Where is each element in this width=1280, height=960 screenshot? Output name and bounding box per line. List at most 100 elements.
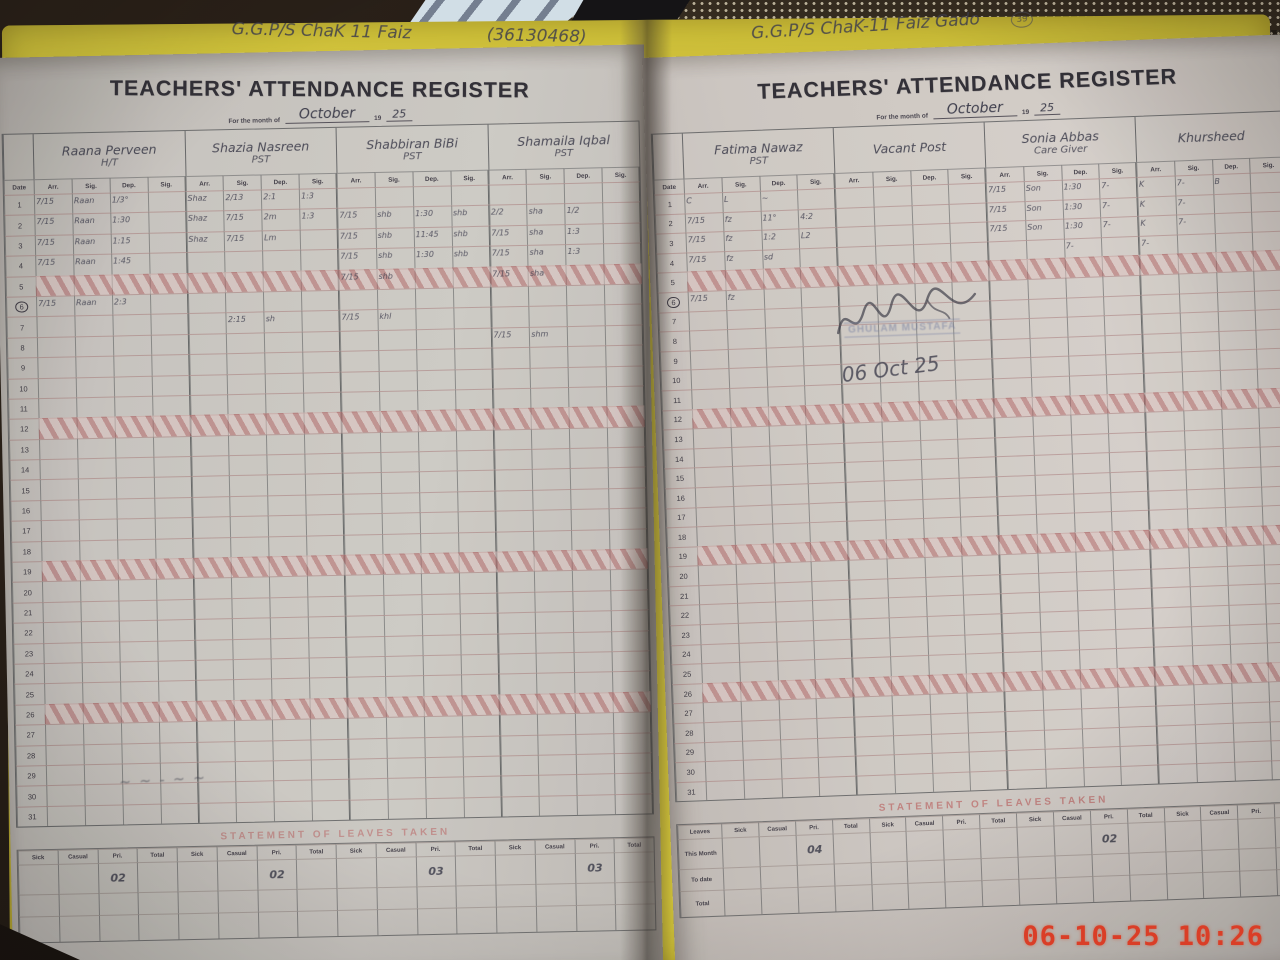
leave-col-label: Pri. bbox=[256, 844, 297, 860]
handwritten-entry: 7/15 bbox=[38, 298, 57, 309]
entry-cell bbox=[457, 510, 496, 533]
handwritten-leave-total: 02 bbox=[110, 871, 126, 885]
entry-cell bbox=[954, 358, 993, 380]
teacher-name-cell: Shazia Nasreen PST bbox=[184, 127, 337, 177]
entry-cell bbox=[38, 397, 77, 419]
entry-cell bbox=[837, 264, 877, 286]
entry-cell bbox=[742, 758, 781, 780]
entry-cell bbox=[997, 494, 1036, 516]
entry-cell bbox=[270, 616, 309, 638]
entry-cell bbox=[884, 498, 923, 520]
date-number: 14 bbox=[20, 465, 30, 475]
date-cell: 20 bbox=[11, 581, 43, 603]
entry-cell bbox=[455, 408, 494, 431]
leave-value-cell bbox=[575, 904, 616, 932]
entry-cell bbox=[1078, 648, 1117, 670]
entry-cell: 7/15 bbox=[33, 193, 73, 215]
date-cell: 25 bbox=[671, 663, 702, 685]
entry-cell bbox=[1231, 701, 1270, 723]
entry-cell: 7- bbox=[1100, 216, 1139, 238]
entry-cell bbox=[1192, 663, 1231, 685]
date-number: 1 bbox=[17, 200, 22, 210]
entry-cell bbox=[1150, 547, 1189, 569]
teacher-name: Khursheed bbox=[1177, 127, 1245, 146]
entry-cell bbox=[856, 774, 895, 796]
handwritten-entry: 11° bbox=[762, 212, 777, 223]
entry-cell bbox=[852, 676, 892, 698]
entry-cell bbox=[300, 269, 339, 291]
entry-cell bbox=[1185, 467, 1224, 489]
entry-cell bbox=[999, 553, 1038, 575]
leave-value-cell bbox=[981, 879, 1020, 907]
entry-cell bbox=[913, 262, 952, 284]
entry-cell bbox=[234, 739, 274, 762]
handwritten-entry: 7/15 bbox=[688, 254, 707, 265]
entry-cell bbox=[804, 383, 843, 405]
leave-value-cell: 04 bbox=[795, 833, 834, 866]
date-cell: 28 bbox=[673, 722, 705, 743]
handwritten-entry: sha bbox=[529, 247, 544, 257]
teacher-role: PST bbox=[251, 153, 271, 166]
entry-cell bbox=[735, 562, 774, 584]
entry-cell bbox=[960, 534, 1000, 556]
entry-cell bbox=[1218, 349, 1258, 370]
entry-cell bbox=[82, 722, 122, 744]
handwritten-entry: 7/15 bbox=[36, 217, 55, 227]
subcol-label: Sig. bbox=[872, 170, 911, 187]
entry-cell bbox=[454, 368, 493, 390]
entry-cell: 7/15 bbox=[35, 295, 75, 317]
entry-cell bbox=[196, 720, 235, 742]
entry-cell bbox=[494, 489, 533, 511]
entry-cell: 7/15 bbox=[686, 250, 725, 272]
entry-cell bbox=[193, 557, 232, 579]
entry-cell bbox=[699, 622, 739, 644]
entry-cell bbox=[1007, 768, 1046, 790]
handwritten-entry: 2m bbox=[263, 212, 277, 222]
entry-cell bbox=[891, 694, 930, 716]
entry-cell bbox=[566, 304, 605, 326]
entry-cell: 7/15 bbox=[491, 326, 530, 348]
entry-cell bbox=[1073, 511, 1112, 533]
entry-cell bbox=[418, 450, 457, 472]
entry-cell: Son bbox=[1023, 179, 1062, 201]
handwritten-entry: Raan bbox=[74, 236, 96, 247]
entry-cell bbox=[1030, 375, 1070, 397]
entry-cell bbox=[189, 394, 228, 416]
entry-cell bbox=[75, 396, 115, 418]
leave-value-cell bbox=[796, 863, 835, 888]
entry-cell bbox=[698, 583, 737, 605]
entry-cell bbox=[1115, 627, 1154, 649]
entry-cell bbox=[309, 697, 348, 719]
entry-cell bbox=[961, 554, 1001, 576]
entry-cell bbox=[1148, 508, 1188, 530]
entry-cell bbox=[417, 430, 456, 452]
entry-cell bbox=[956, 417, 996, 439]
entry-cell bbox=[1251, 210, 1280, 232]
leave-value-cell bbox=[416, 907, 457, 935]
entry-cell bbox=[875, 263, 914, 285]
date-number: 30 bbox=[27, 791, 37, 801]
entry-cell bbox=[453, 347, 493, 369]
entry-cell bbox=[1190, 604, 1229, 626]
entry-cell bbox=[572, 610, 612, 632]
entry-cell bbox=[229, 495, 268, 517]
entry-cell bbox=[921, 497, 961, 519]
entry-cell bbox=[1068, 374, 1107, 396]
entry-cell bbox=[235, 760, 274, 782]
entry-cell bbox=[694, 485, 734, 507]
entry-cell bbox=[965, 652, 1004, 674]
entry-cell bbox=[1155, 684, 1194, 706]
leave-col-label: Total bbox=[136, 847, 177, 863]
entry-cell bbox=[845, 480, 885, 502]
entry-cell bbox=[304, 473, 344, 495]
entry-cell bbox=[1140, 273, 1179, 295]
entry-cell bbox=[733, 523, 773, 545]
entry-cell bbox=[268, 535, 307, 557]
entry-cell: shb bbox=[450, 205, 490, 227]
entry-cell bbox=[345, 594, 384, 616]
entry-cell bbox=[962, 574, 1001, 596]
entry-cell bbox=[566, 325, 606, 347]
date-number: 19 bbox=[23, 567, 32, 577]
entry-cell bbox=[835, 206, 875, 228]
entry-cell bbox=[807, 462, 846, 484]
